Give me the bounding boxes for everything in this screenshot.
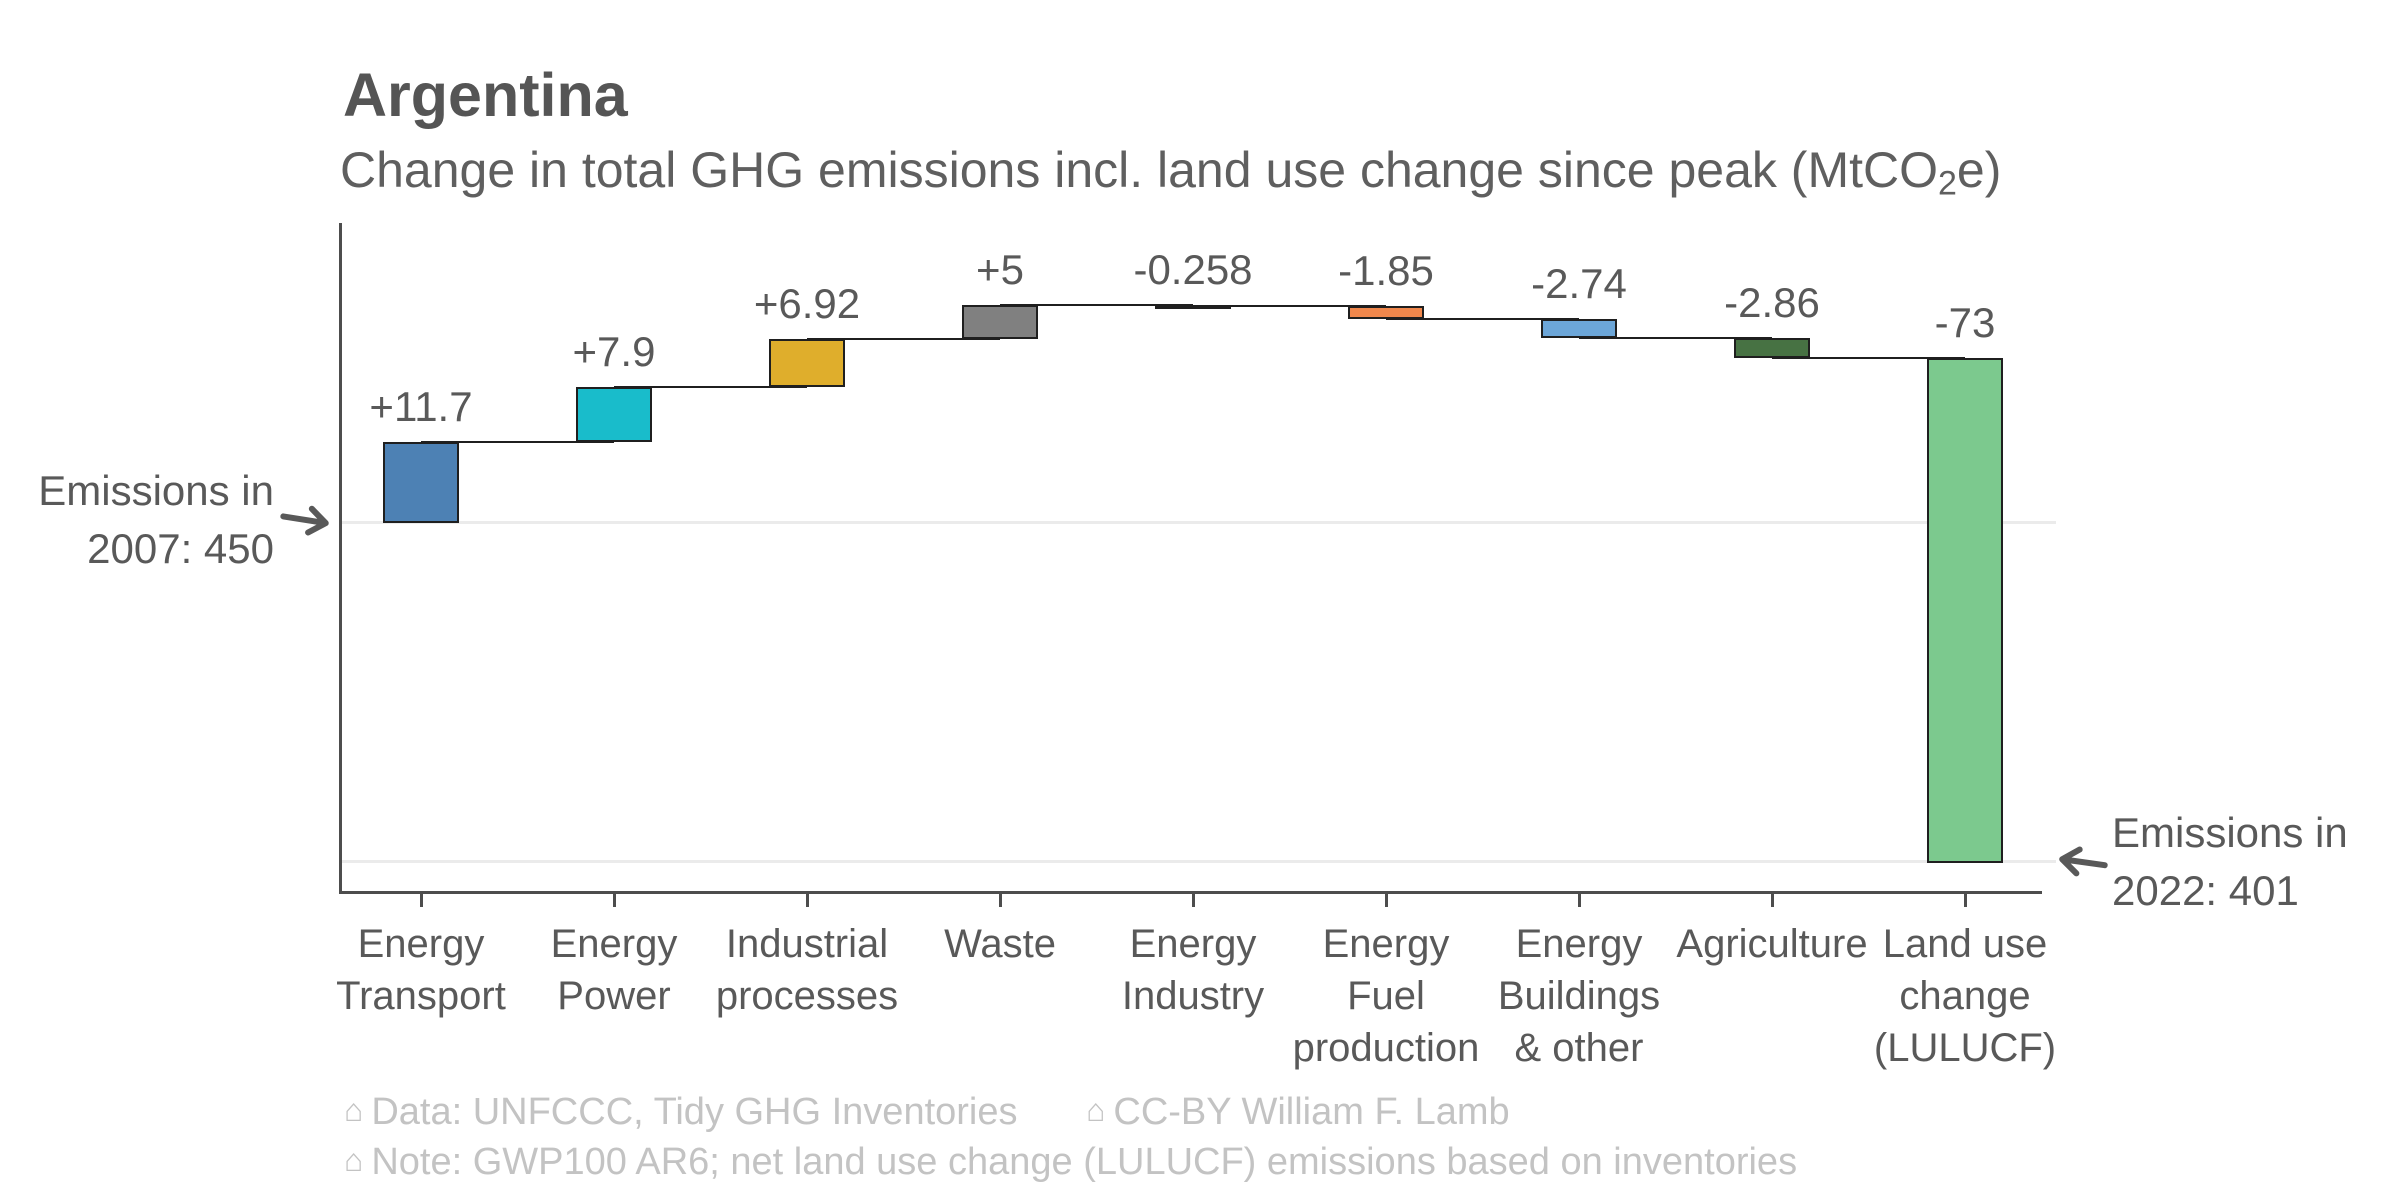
- annotation-peak-emissions: Emissions in 2007: 450: [28, 462, 274, 578]
- annotation-final-emissions: Emissions in 2022: 401: [2112, 804, 2392, 920]
- bar-segment: [576, 387, 652, 442]
- gridline-401: [342, 860, 2056, 864]
- bar-value-label: +7.9: [572, 328, 656, 376]
- axis-tick: [1191, 894, 1195, 907]
- category-label: Energy Transport: [281, 918, 561, 1022]
- axis-tick: [1384, 894, 1388, 907]
- annotation-final-line2: 2022: 401: [2112, 867, 2299, 914]
- page-title: Argentina: [343, 61, 628, 129]
- category-label: Agriculture: [1632, 918, 1912, 970]
- license-text: CC-BY William F. Lamb: [1113, 1091, 1510, 1133]
- bar-value-label: -73: [1934, 299, 1996, 346]
- category-label-line: Fuel: [1347, 974, 1425, 1018]
- category-label-line: Waste: [944, 922, 1056, 966]
- category-label-line: Energy: [1129, 922, 1257, 966]
- house-icon: ⌂: [1086, 1092, 1106, 1128]
- category-label-line: production: [1292, 1026, 1480, 1070]
- category-label-line: Power: [557, 974, 671, 1018]
- caption-line2: ⌂ Note: GWP100 AR6; net land use change (…: [344, 1138, 1797, 1188]
- arrow-left-icon: [2059, 846, 2108, 877]
- caption-line1: ⌂ Data: UNFCCC, Tidy GHG Inventories ⌂ CC-…: [344, 1088, 1797, 1138]
- waterfall-connector: [1000, 303, 1193, 306]
- category-label-line: (LULUCF): [1873, 1026, 2057, 1070]
- axis-tick: [612, 894, 616, 907]
- house-icon: ⌂: [344, 1092, 364, 1128]
- waterfall-connector: [1579, 337, 1772, 340]
- waterfall-connector: [1386, 318, 1579, 321]
- axis-tick: [419, 894, 423, 907]
- bar-segment: [1927, 358, 2003, 863]
- category-label-line: processes: [715, 974, 899, 1018]
- waterfall-connector: [1772, 357, 1965, 359]
- bar-value-label: -1.85: [1338, 247, 1434, 295]
- arrow-right-icon: [280, 505, 329, 536]
- bar-segment: [962, 304, 1038, 340]
- category-label: Energy Industry: [1053, 918, 1333, 1022]
- bar-segment: [769, 339, 845, 388]
- chart-subtitle: Change in total GHG emissions incl. land…: [340, 142, 2001, 200]
- category-label-line: Transport: [336, 974, 506, 1018]
- category-label: Energy Fuel production: [1246, 918, 1526, 1074]
- axis-tick: [998, 894, 1002, 907]
- bar-segment: [383, 441, 459, 523]
- category-label-line: Industry: [1121, 974, 1265, 1018]
- category-label: Energy Buildings & other: [1439, 918, 1719, 1074]
- house-icon: ⌂: [344, 1142, 364, 1178]
- category-label-line: Land use: [1882, 922, 2048, 966]
- note-text: Note: GWP100 AR6; net land use change (L…: [371, 1141, 1798, 1183]
- axis-tick: [1770, 894, 1774, 907]
- category-label: Industrial processes: [667, 918, 947, 1022]
- bar-value-label: -0.258: [1133, 245, 1253, 293]
- gridline-450: [342, 521, 2056, 525]
- bar-value-label: -2.74: [1531, 260, 1627, 308]
- category-label-line: Industrial: [725, 922, 889, 966]
- category-label-line: change: [1899, 974, 2031, 1018]
- subtitle-text: Change in total GHG emissions incl. land…: [340, 142, 1938, 198]
- category-label: Waste: [860, 918, 1140, 970]
- category-label: Land use change (LULUCF): [1825, 918, 2105, 1074]
- category-label: Energy Power: [474, 918, 754, 1022]
- axis-tick: [1963, 894, 1967, 907]
- bar-segment: [1734, 338, 1810, 358]
- caption: ⌂ Data: UNFCCC, Tidy GHG Inventories ⌂ CC-…: [344, 1088, 1797, 1188]
- category-label-line: & other: [1514, 1026, 1644, 1070]
- category-label-line: Buildings: [1497, 974, 1661, 1018]
- caption-license: ⌂ CC-BY William F. Lamb: [1086, 1091, 1510, 1133]
- subtitle-subscript: 2: [1938, 164, 1957, 203]
- category-label-line: Energy: [1322, 922, 1450, 966]
- waterfall-connector: [614, 386, 807, 389]
- bar-segment: [1541, 319, 1617, 339]
- waterfall-connector: [421, 440, 614, 443]
- bar-value-label: +5: [976, 245, 1024, 293]
- annotation-peak-line1: Emissions in: [38, 467, 274, 514]
- subtitle-text-end: e): [1956, 142, 2002, 198]
- bar-value-label: -2.86: [1724, 279, 1820, 327]
- y-axis-line: [339, 223, 342, 894]
- category-label-line: Energy: [357, 922, 485, 966]
- bar-value-label: +6.92: [753, 280, 861, 328]
- axis-tick: [1577, 894, 1581, 907]
- caption-data-credit: ⌂ Data: UNFCCC, Tidy GHG Inventories: [344, 1091, 1018, 1133]
- annotation-peak-line2: 2007: 450: [87, 525, 274, 572]
- data-credit-text: Data: UNFCCC, Tidy GHG Inventories: [371, 1091, 1018, 1133]
- category-label-line: Energy: [550, 922, 678, 966]
- category-label-line: Agriculture: [1676, 922, 1868, 966]
- x-axis-line: [339, 891, 2042, 894]
- waterfall-connector: [1193, 305, 1386, 308]
- annotation-final-line1: Emissions in: [2112, 809, 2348, 856]
- bar-value-label: +11.7: [369, 382, 473, 430]
- bar-segment: [1155, 304, 1231, 309]
- bar-segment: [1348, 306, 1424, 320]
- waterfall-connector: [807, 338, 1000, 341]
- axis-tick: [805, 894, 809, 907]
- category-label-line: Energy: [1515, 922, 1643, 966]
